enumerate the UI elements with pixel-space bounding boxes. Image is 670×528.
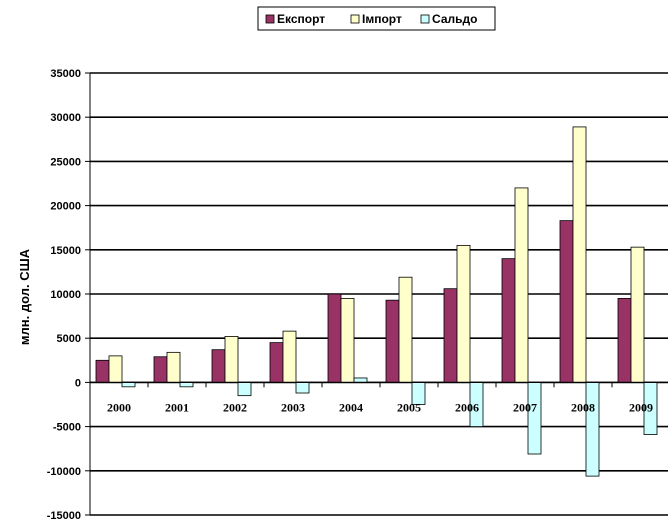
bar-import-2002 xyxy=(224,336,239,383)
legend-label: Сальдо xyxy=(432,12,477,26)
x-tick-label: 2002 xyxy=(223,400,247,414)
y-tick-label: 25000 xyxy=(50,156,81,168)
bar-saldo-2008 xyxy=(585,381,600,477)
y-tick-label: -15000 xyxy=(47,510,81,522)
bar-saldo-2007 xyxy=(527,381,542,455)
bar-import-2008 xyxy=(572,126,587,383)
bars xyxy=(95,126,658,477)
legend-label: Імпорт xyxy=(362,12,402,26)
bar-export-2004 xyxy=(327,293,342,383)
legend-box xyxy=(257,6,496,31)
bar-saldo-2001 xyxy=(179,381,194,388)
x-tick-label: 2009 xyxy=(629,400,653,414)
y-axis-label: млн. дол. США xyxy=(17,248,32,345)
bar-import-2004 xyxy=(340,298,355,383)
legend-swatch xyxy=(265,14,275,24)
bar-export-2005 xyxy=(385,299,400,383)
bar-import-2006 xyxy=(456,244,471,383)
y-tick-label: 20000 xyxy=(50,201,81,213)
y-tick-label: 30000 xyxy=(50,112,81,124)
y-tick-label: -10000 xyxy=(47,466,81,478)
legend-swatch xyxy=(350,14,360,24)
x-tick-label: 2007 xyxy=(513,400,537,414)
y-tick-label: 5000 xyxy=(57,333,81,345)
x-tick-label: 2004 xyxy=(339,400,363,414)
y-tick-label: 10000 xyxy=(50,289,81,301)
bar-export-2000 xyxy=(95,359,110,383)
y-tick-label: 15000 xyxy=(50,245,81,257)
gridlines xyxy=(90,72,668,516)
bar-export-2001 xyxy=(153,356,168,383)
x-tick-label: 2000 xyxy=(107,400,131,414)
bar-export-2009 xyxy=(617,298,632,383)
bar-import-2005 xyxy=(398,276,413,383)
bar-saldo-2003 xyxy=(295,381,310,394)
bar-import-2007 xyxy=(514,187,529,383)
bar-export-2003 xyxy=(269,342,284,383)
bar-saldo-2004 xyxy=(353,377,368,383)
legend-swatch xyxy=(420,14,430,24)
bar-saldo-2002 xyxy=(237,381,252,397)
legend-label: Експорт xyxy=(277,12,325,26)
bar-import-2000 xyxy=(108,355,123,383)
x-tick-label: 2001 xyxy=(165,400,189,414)
y-tick-label: -5000 xyxy=(53,422,81,434)
bar-export-2007 xyxy=(501,258,516,383)
bar-import-2009 xyxy=(630,246,645,383)
bar-export-2002 xyxy=(211,349,226,383)
legend: Експорт Імпорт Сальдо xyxy=(257,6,496,31)
x-tick-label: 2006 xyxy=(455,400,479,414)
bar-saldo-2000 xyxy=(121,381,136,388)
x-tick-label: 2003 xyxy=(281,400,305,414)
bar-export-2008 xyxy=(559,220,574,383)
axes: -15000 -10000 -5000 0 5000 10000 15000 20000 250… xyxy=(47,68,668,522)
x-tick-label: 2008 xyxy=(571,400,595,414)
bar-export-2006 xyxy=(443,288,458,383)
bar-import-2001 xyxy=(166,351,181,383)
bar-import-2003 xyxy=(282,330,297,383)
x-tick-label: 2005 xyxy=(397,400,421,414)
y-tick-label: 35000 xyxy=(50,68,81,80)
y-tick-label: 0 xyxy=(75,377,81,389)
